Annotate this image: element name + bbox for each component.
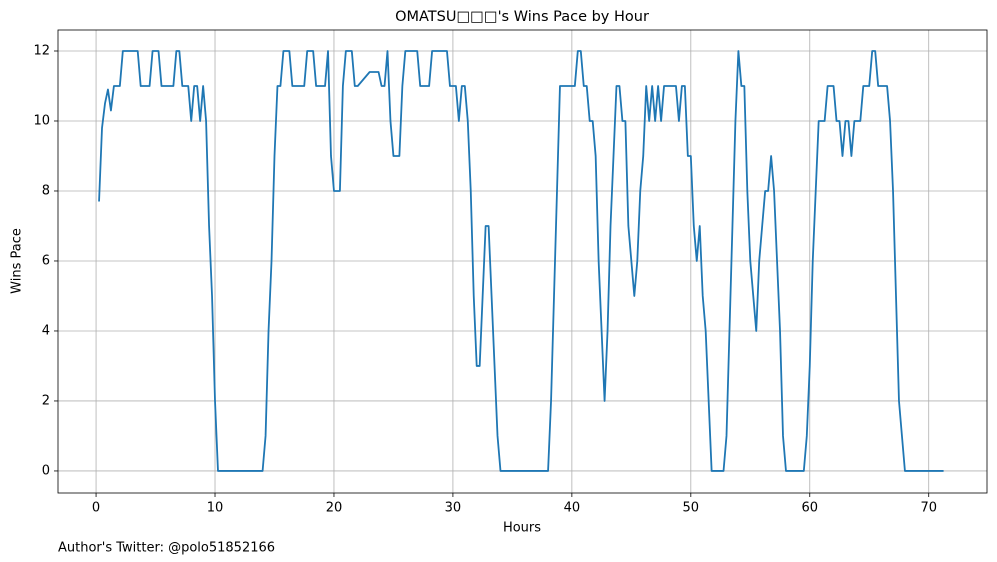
x-tick-label: 70 [920,501,937,516]
x-tick-label: 20 [326,501,343,516]
x-tick-label: 10 [207,501,224,516]
x-axis-label: Hours [503,521,541,536]
y-tick-label: 8 [42,183,50,198]
y-tick-label: 6 [42,253,50,268]
y-tick-label: 12 [33,43,50,58]
x-tick-label: 60 [801,501,818,516]
y-tick-label: 10 [33,113,50,128]
data-line [98,50,944,472]
x-tick-label: 0 [92,501,100,516]
x-tick-label: 30 [445,501,462,516]
y-tick-label: 2 [42,393,50,408]
x-tick-label: 40 [564,501,581,516]
y-axis-label: Wins Pace [10,228,25,294]
plot-frame [57,29,988,494]
y-tick-label: 4 [42,323,50,338]
footnote: Author's Twitter: @polo51852166 [58,541,275,556]
x-tick-label: 50 [683,501,700,516]
y-tick-label: 0 [42,463,50,478]
chart-title: OMATSU□□□'s Wins Pace by Hour [395,9,649,25]
